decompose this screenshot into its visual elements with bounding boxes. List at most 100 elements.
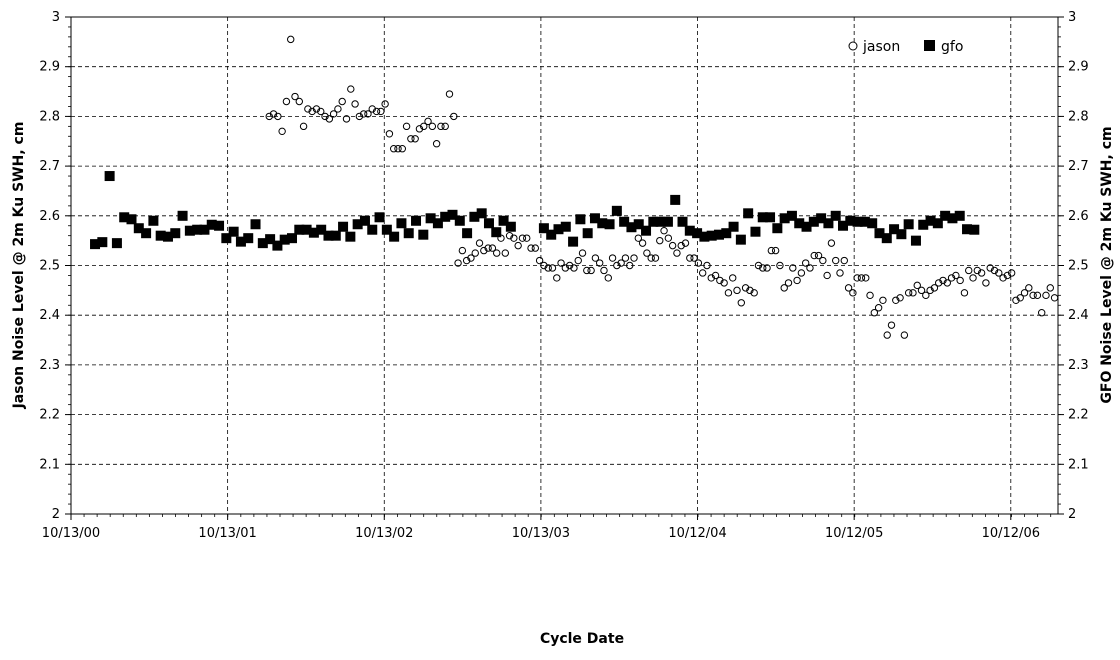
y-tick-label-left: 2.6 xyxy=(39,209,60,224)
gfo-point xyxy=(308,227,319,238)
x-tick-label: 10/13/03 xyxy=(512,526,570,541)
jason-point xyxy=(462,256,471,265)
y-tick-label-right: 2.4 xyxy=(1068,308,1089,323)
x-axis-title: Cycle Date xyxy=(540,631,624,647)
gfo-point xyxy=(582,228,593,239)
gfo-point xyxy=(889,224,900,235)
gfo-point xyxy=(133,223,144,234)
jason-point xyxy=(801,259,810,267)
jason-point xyxy=(368,105,376,113)
gfo-point xyxy=(757,212,768,223)
jason-point xyxy=(973,266,982,275)
jason-point xyxy=(1012,296,1020,304)
jason-point xyxy=(364,110,372,118)
legend-gfo-label: gfo xyxy=(941,39,963,55)
jason-point xyxy=(703,261,711,270)
gfo-point xyxy=(432,218,443,229)
gfo-point xyxy=(786,210,797,221)
jason-point xyxy=(437,122,445,131)
jason-point xyxy=(291,92,299,101)
jason-point xyxy=(771,246,780,255)
jason-point xyxy=(995,269,1003,277)
jason-point xyxy=(518,234,527,242)
jason-point xyxy=(896,294,904,302)
gfo-point xyxy=(345,231,356,242)
gfo-point xyxy=(162,231,173,242)
y-tick-label-right: 2.7 xyxy=(1068,159,1089,174)
gfo-point xyxy=(97,237,108,248)
y-tick-label-left: 2.8 xyxy=(39,109,60,124)
jason-point xyxy=(471,249,479,257)
y-tick-label-right: 2.8 xyxy=(1068,109,1089,124)
gfo-point xyxy=(184,225,195,236)
gfo-point xyxy=(838,220,849,231)
jason-point xyxy=(407,135,415,143)
gfo-point xyxy=(491,227,502,238)
jason-point xyxy=(823,271,831,280)
gfo-point xyxy=(845,215,856,226)
y-tick-label-left: 2.9 xyxy=(39,60,60,75)
jason-point xyxy=(565,261,574,270)
gfo-point xyxy=(111,238,122,249)
legend-gfo-marker xyxy=(924,40,935,51)
gfo-point xyxy=(265,234,276,245)
jason-point xyxy=(317,107,325,116)
gfo-point xyxy=(418,229,429,240)
jason-point xyxy=(857,274,866,282)
x-tick-label: 10/13/00 xyxy=(42,526,100,541)
jason-point xyxy=(1016,294,1024,302)
jason-point xyxy=(613,261,621,270)
gfo-point xyxy=(389,231,400,242)
gfo-point xyxy=(141,228,152,239)
jason-point xyxy=(656,236,664,245)
gfo-point xyxy=(779,213,790,224)
jason-point xyxy=(1033,291,1042,300)
jason-point xyxy=(608,254,617,262)
jason-point xyxy=(784,279,793,287)
jason-point xyxy=(424,117,432,126)
jason-point xyxy=(904,289,913,297)
gfo-point xyxy=(648,216,659,227)
jason-point xyxy=(312,105,321,113)
jason-point xyxy=(1050,294,1059,302)
jason-point xyxy=(643,249,651,257)
jason-point xyxy=(724,289,733,297)
x-tick-label: 10/12/05 xyxy=(825,526,883,541)
axis-layer: 2 2 2.1 2.1 2.2 2.2 2.3 2.3 2.4 2.4 2.5 2.5 2.6 2.6 2.… xyxy=(39,10,1088,541)
gfo-point xyxy=(374,212,385,223)
jason-point xyxy=(600,266,608,275)
gfo-point xyxy=(301,224,312,235)
jason-point xyxy=(561,264,570,272)
jason-point xyxy=(716,276,724,285)
y-tick-label-right: 2.9 xyxy=(1068,60,1089,75)
jason-point xyxy=(488,244,497,252)
jason-point xyxy=(819,256,827,265)
jason-point xyxy=(922,291,930,300)
jason-point xyxy=(1007,269,1016,277)
jason-point xyxy=(428,122,437,131)
jason-point xyxy=(381,100,389,108)
jason-point xyxy=(351,100,359,108)
jason-point xyxy=(673,249,681,257)
y-tick-label-left: 2.3 xyxy=(39,358,60,373)
y-axis-title-left: Jason Noise Level @ 2m Ku SWH, cm xyxy=(11,122,27,410)
jason-point xyxy=(1029,291,1037,300)
gfo-point xyxy=(852,216,863,227)
jason-point xyxy=(776,261,784,270)
jason-point xyxy=(870,309,879,317)
gfo-point xyxy=(684,225,695,236)
jason-point xyxy=(664,234,673,242)
jason-point xyxy=(1046,284,1054,292)
jason-point xyxy=(441,122,449,131)
jason-point xyxy=(806,264,814,272)
jason-point xyxy=(909,289,917,297)
jason-point xyxy=(570,264,578,272)
jason-point xyxy=(557,259,565,267)
jason-point xyxy=(793,276,801,285)
jason-point xyxy=(432,140,441,148)
jason-point xyxy=(814,251,823,260)
gfo-point xyxy=(823,218,834,229)
jason-point xyxy=(578,249,587,257)
jason-point xyxy=(342,115,351,123)
